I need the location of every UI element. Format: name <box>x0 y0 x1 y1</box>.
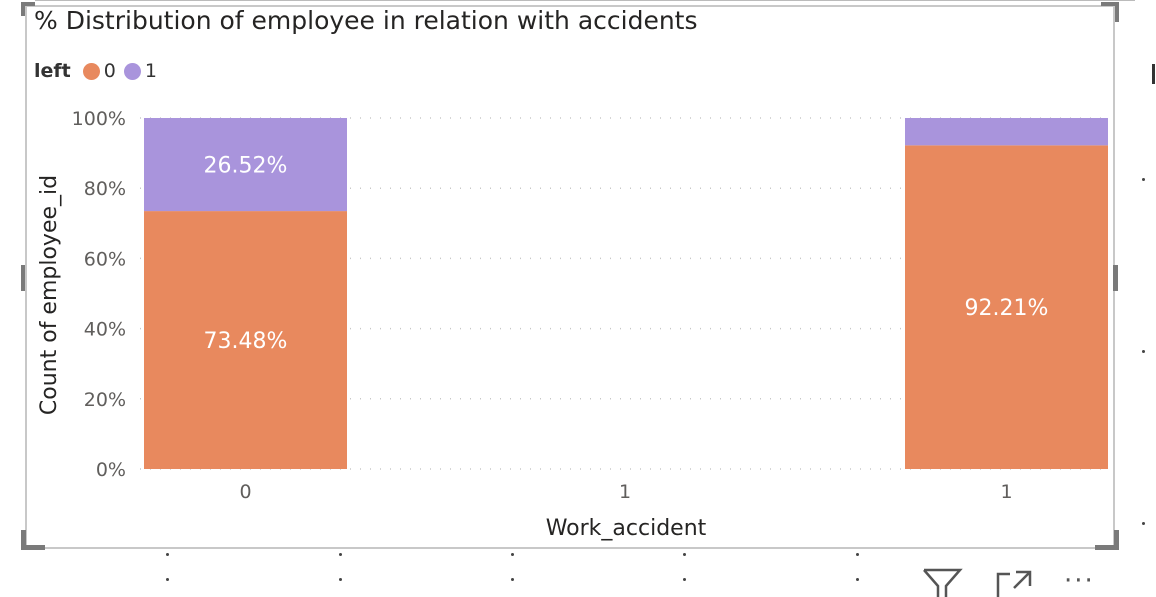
resize-handle-right[interactable] <box>1113 265 1118 291</box>
legend-label-0[interactable]: 0 <box>103 60 116 82</box>
resize-handle-top-right-v[interactable] <box>1115 2 1119 22</box>
resize-handle-top-left-v[interactable] <box>21 2 25 16</box>
resize-handle-top-right[interactable] <box>1101 2 1119 6</box>
neighbor-visual-edge <box>1152 64 1155 84</box>
top-border-line <box>35 0 1135 1</box>
legend-swatch-1 <box>123 62 141 80</box>
more-options-icon[interactable]: ··· <box>1064 566 1095 596</box>
chart-visual[interactable] <box>25 5 1115 549</box>
legend-title: left <box>34 60 71 82</box>
resize-handle-bottom-left[interactable] <box>21 545 45 550</box>
focus-mode-icon[interactable] <box>996 570 1034 597</box>
legend-swatch-0 <box>82 62 100 80</box>
legend: left 0 1 <box>34 60 165 82</box>
resize-handle-left[interactable] <box>21 265 25 291</box>
resize-handle-top-left[interactable] <box>21 2 35 6</box>
resize-handle-bottom-left-v[interactable] <box>21 530 26 550</box>
filter-icon[interactable] <box>922 566 964 597</box>
chart-title: % Distribution of employee in relation w… <box>34 6 698 35</box>
resize-handle-bottom-right[interactable] <box>1095 545 1119 550</box>
legend-label-1[interactable]: 1 <box>144 60 157 82</box>
resize-handle-bottom-right-v[interactable] <box>1114 530 1119 550</box>
